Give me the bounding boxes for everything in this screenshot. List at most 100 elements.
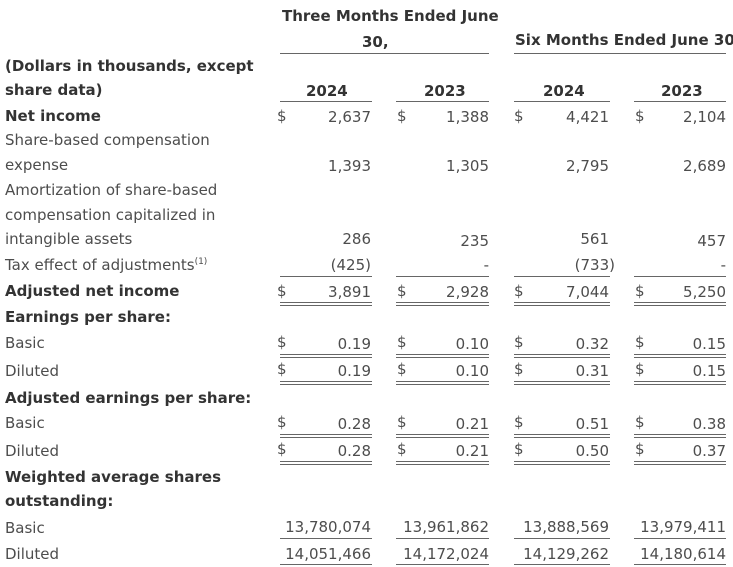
shares-underline [514, 564, 610, 565]
value-cell: 0.50 [575, 442, 609, 460]
currency-symbol: $ [635, 333, 645, 351]
eps-double-underline [634, 434, 726, 435]
currency-symbol: $ [397, 333, 407, 351]
shares-underline [280, 538, 372, 539]
eps-double-underline [634, 357, 726, 358]
currency-symbol: $ [397, 440, 407, 458]
value-cell: - [720, 256, 726, 274]
value-cell: 13,979,411 [640, 518, 726, 536]
eps-double-underline [396, 354, 489, 355]
value-cell: 14,129,262 [523, 545, 609, 563]
year-underline [514, 101, 610, 102]
eps-double-underline [634, 464, 726, 465]
currency-symbol: $ [277, 413, 287, 431]
tax-effect-label-text: Tax effect of adjustments [5, 256, 195, 274]
currency-symbol: $ [397, 360, 407, 378]
total-double-underline [514, 302, 610, 303]
section-label-weighted-shares-line2: outstanding: [5, 492, 114, 510]
row-label-sbc-line1: Share-based compensation [5, 131, 210, 149]
total-double-underline [280, 302, 372, 303]
value-cell: 0.19 [337, 335, 371, 353]
value-cell: 1,393 [328, 157, 371, 175]
year-header-6m-2023: 2023 [661, 82, 703, 100]
value-cell: 2,795 [566, 157, 609, 175]
row-label-shares-diluted: Diluted [5, 545, 60, 563]
eps-double-underline [634, 381, 726, 382]
year-underline [396, 101, 489, 102]
total-double-underline [396, 305, 489, 306]
eps-double-underline [514, 384, 610, 385]
value-cell: 0.38 [692, 415, 726, 433]
currency-symbol: $ [514, 413, 524, 431]
total-double-underline [634, 302, 726, 303]
eps-double-underline [634, 384, 726, 385]
footnote-marker: (1) [194, 257, 208, 267]
value-cell: 14,180,614 [640, 545, 726, 563]
value-cell: 3,891 [328, 283, 371, 301]
value-cell: 0.37 [692, 442, 726, 460]
eps-double-underline [280, 381, 372, 382]
eps-double-underline [514, 381, 610, 382]
shares-underline [634, 564, 726, 565]
row-label-sbc-line2: expense [5, 156, 69, 174]
value-cell: 14,172,024 [403, 545, 489, 563]
value-cell: 0.51 [575, 415, 609, 433]
eps-double-underline [280, 354, 372, 355]
currency-symbol: $ [277, 107, 287, 125]
shares-underline [396, 564, 489, 565]
row-label-eps-diluted: Diluted [5, 362, 60, 380]
value-cell: (733) [574, 256, 615, 274]
value-cell: 1,388 [446, 108, 489, 126]
value-cell: 0.15 [692, 362, 726, 380]
subtotal-underline [634, 276, 726, 277]
value-cell: - [483, 256, 489, 274]
eps-double-underline [280, 384, 372, 385]
row-label-adj-eps-basic: Basic [5, 414, 45, 432]
total-double-underline [634, 305, 726, 306]
row-label-net-income: Net income [5, 107, 101, 125]
row-label-amort-line2: compensation capitalized in [5, 206, 216, 224]
value-cell: 286 [342, 230, 371, 248]
eps-double-underline [396, 464, 489, 465]
eps-double-underline [634, 354, 726, 355]
year-underline [280, 101, 372, 102]
value-cell: 235 [460, 232, 489, 250]
header-underline-six-months [514, 53, 726, 54]
value-cell: 0.28 [337, 415, 371, 433]
eps-double-underline [396, 357, 489, 358]
eps-double-underline [396, 384, 489, 385]
eps-double-underline [396, 437, 489, 438]
row-label-tax-effect: Tax effect of adjustments(1) [5, 255, 207, 275]
year-header-6m-2024: 2024 [543, 82, 585, 100]
value-cell: 0.19 [337, 362, 371, 380]
value-cell: 13,961,862 [403, 518, 489, 536]
value-cell: 0.31 [575, 362, 609, 380]
header-six-months: Six Months Ended June 30, [515, 31, 733, 49]
row-label-shares-basic: Basic [5, 519, 45, 537]
eps-double-underline [634, 437, 726, 438]
eps-double-underline [514, 357, 610, 358]
row-label-eps-basic: Basic [5, 334, 45, 352]
currency-symbol: $ [514, 282, 524, 300]
row-label-amort-line1: Amortization of share-based [5, 181, 218, 199]
value-cell: 14,051,466 [285, 545, 371, 563]
currency-symbol: $ [635, 440, 645, 458]
eps-double-underline [514, 464, 610, 465]
section-label-eps: Earnings per share: [5, 308, 171, 326]
eps-double-underline [634, 461, 726, 462]
subtotal-underline [280, 276, 372, 277]
year-underline [634, 101, 726, 102]
value-cell: 13,780,074 [285, 518, 371, 536]
currency-symbol: $ [277, 360, 287, 378]
eps-double-underline [280, 434, 372, 435]
eps-double-underline [280, 464, 372, 465]
section-label-adjusted-eps: Adjusted earnings per share: [5, 389, 252, 407]
eps-double-underline [280, 437, 372, 438]
currency-symbol: $ [635, 413, 645, 431]
currency-symbol: $ [514, 333, 524, 351]
shares-underline [634, 538, 726, 539]
shares-underline [280, 564, 372, 565]
value-cell: 0.28 [337, 442, 371, 460]
currency-symbol: $ [635, 282, 645, 300]
value-cell: 0.10 [455, 362, 489, 380]
